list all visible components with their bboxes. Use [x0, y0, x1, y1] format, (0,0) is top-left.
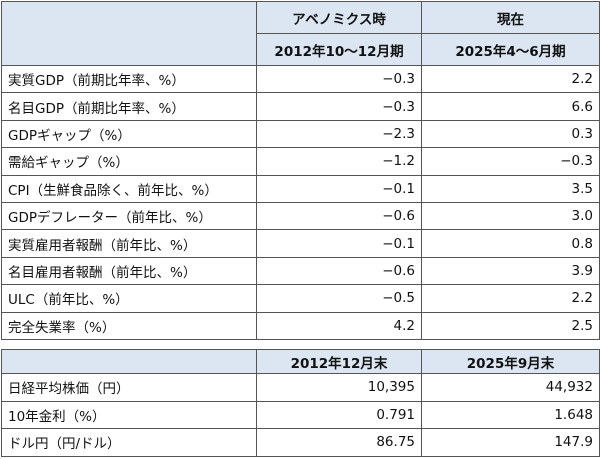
- table-row: ULC（前年比、%） −0.5 2.2: [1, 284, 600, 313]
- row-label: GDPギャップ（%）: [1, 119, 257, 149]
- value-cell: 2.2: [421, 64, 600, 94]
- value-cell: 147.9: [421, 428, 600, 457]
- row-label: 実質雇用者報酬（前年比、%）: [1, 229, 257, 258]
- row-label: GDPデフレーター（前年比、%）: [1, 201, 257, 231]
- header-cell: 2012年12月末: [256, 349, 422, 374]
- value-cell: −0.3: [421, 147, 600, 176]
- value-cell: −0.6: [256, 256, 422, 286]
- value-cell: 1.648: [421, 400, 600, 429]
- table-row: アベノミクス時 現在: [1, 1, 600, 66]
- value-cell: 0.3: [421, 119, 600, 149]
- row-label: ULC（前年比、%）: [1, 284, 257, 313]
- table-row: 2012年12月末 2025年9月末: [1, 349, 600, 374]
- value-cell: 0.8: [421, 229, 600, 258]
- table-row: 完全失業率（%） 4.2 2.5: [1, 311, 600, 340]
- value-cell: −0.1: [256, 229, 422, 258]
- value-cell: −0.6: [256, 201, 422, 231]
- value-cell: 86.75: [256, 428, 422, 457]
- row-label: 名目雇用者報酬（前年比、%）: [1, 256, 257, 286]
- table-row: 実質GDP（前期比年率、%） −0.3 2.2: [1, 64, 600, 94]
- header-corner: [1, 1, 257, 66]
- value-cell: 2.2: [421, 284, 600, 313]
- value-cell: 44,932: [421, 373, 600, 402]
- value-cell: −0.5: [256, 284, 422, 313]
- table-row: 日経平均株価（円） 10,395 44,932: [1, 373, 600, 402]
- value-cell: −1.2: [256, 147, 422, 176]
- market-indicators-table: 2012年12月末 2025年9月末 日経平均株価（円） 10,395 44,932 10…: [1, 349, 600, 457]
- value-cell: 3.0: [421, 201, 600, 231]
- value-cell: 3.5: [421, 174, 600, 203]
- table-row: 10年金利（%） 0.791 1.648: [1, 400, 600, 429]
- table-row: 実質雇用者報酬（前年比、%） −0.1 0.8: [1, 229, 600, 258]
- header-cell: 2012年10～12月期: [256, 33, 422, 66]
- row-label: CPI（生鮮食品除く、前年比、%）: [1, 174, 257, 203]
- value-cell: −2.3: [256, 119, 422, 149]
- row-label: 実質GDP（前期比年率、%）: [1, 64, 257, 94]
- header-cell: アベノミクス時: [256, 1, 422, 34]
- value-cell: 3.9: [421, 256, 600, 286]
- header-cell: 2025年4～6月期: [421, 33, 600, 66]
- table-row: 需給ギャップ（%） −1.2 −0.3: [1, 147, 600, 176]
- table-row: 名目雇用者報酬（前年比、%） −0.6 3.9: [1, 256, 600, 286]
- value-cell: −0.3: [256, 64, 422, 94]
- value-cell: 10,395: [256, 373, 422, 402]
- table-row: CPI（生鮮食品除く、前年比、%） −0.1 3.5: [1, 174, 600, 203]
- table-row: GDPギャップ（%） −2.3 0.3: [1, 119, 600, 149]
- value-cell: 0.791: [256, 400, 422, 429]
- row-label: 需給ギャップ（%）: [1, 147, 257, 176]
- economic-indicators-table: アベノミクス時 現在 2012年10～12月期 2025年4～6月期 実質GDP（前期比…: [1, 1, 600, 340]
- value-cell: 4.2: [256, 311, 422, 340]
- row-label: 名目GDP（前期比年率、%）: [1, 92, 257, 121]
- header-cell: 2025年9月末: [421, 349, 600, 374]
- value-cell: 2.5: [421, 311, 600, 340]
- table-row: ドル円（円/ドル） 86.75 147.9: [1, 428, 600, 457]
- table-row: 名目GDP（前期比年率、%） −0.3 6.6: [1, 92, 600, 121]
- row-label: ドル円（円/ドル）: [1, 428, 257, 457]
- row-label: 10年金利（%）: [1, 400, 257, 429]
- table-row: GDPデフレーター（前年比、%） −0.6 3.0: [1, 201, 600, 231]
- value-cell: −0.1: [256, 174, 422, 203]
- row-label: 完全失業率（%）: [1, 311, 257, 340]
- header-corner: [1, 349, 257, 374]
- row-label: 日経平均株価（円）: [1, 373, 257, 402]
- table-row: 2012年10～12月期 2025年4～6月期: [2, 33, 600, 66]
- value-cell: −0.3: [256, 92, 422, 121]
- header-cell: 現在: [421, 1, 600, 34]
- value-cell: 6.6: [421, 92, 600, 121]
